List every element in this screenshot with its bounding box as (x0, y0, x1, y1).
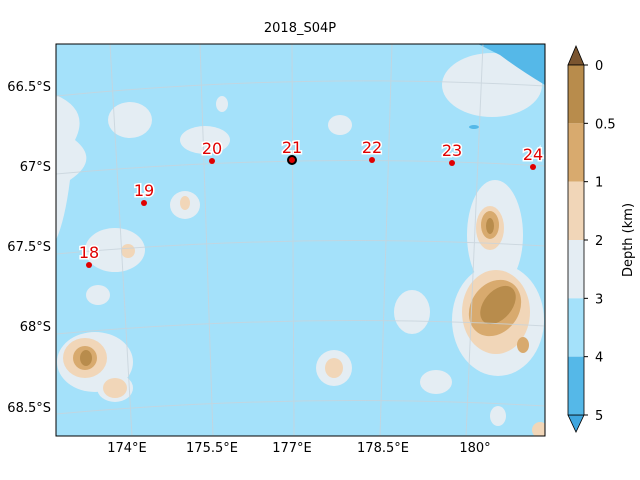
station-label: 19 (134, 181, 154, 200)
colorbar-bin (568, 240, 584, 299)
station-marker (369, 157, 375, 163)
colorbar-bin (568, 181, 584, 240)
lat-label: 67.5°S (7, 240, 51, 255)
lat-label: 67°S (20, 160, 51, 175)
map-frame (55, 43, 546, 437)
colorbar-tick-label: 2 (595, 234, 603, 249)
graticule (56, 44, 545, 436)
colorbar-tick-label: 4 (595, 351, 603, 366)
map-title: 2018_S04P (264, 21, 336, 36)
colorbar-tick-label: 5 (595, 409, 603, 424)
colorbar-bin (568, 123, 584, 182)
stations: 18 19 20 21 22 23 24 (77, 137, 545, 268)
colorbar: 0 0.5 1 2 3 4 5 (567, 44, 616, 433)
station-marker (141, 200, 147, 206)
lon-label: 175.5°E (186, 441, 238, 456)
colorbar-tick-label: 3 (595, 292, 603, 307)
lat-labels: 66.5°S 67°S 67.5°S 68°S 68.5°S (7, 80, 51, 416)
lon-labels: 174°E 175.5°E 177°E 178.5°E 180° (107, 441, 490, 456)
colorbar-tick-label: 0 (595, 59, 603, 74)
lon-label: 174°E (107, 441, 147, 456)
station-marker (530, 164, 536, 170)
colorbar-tick-label: 1 (595, 176, 603, 191)
lat-label: 68°S (20, 320, 51, 335)
station-marker (86, 262, 92, 268)
lon-label: 178.5°E (357, 441, 409, 456)
colorbar-extend (567, 414, 585, 433)
station-label: 22 (362, 138, 382, 157)
station-label: 18 (79, 243, 99, 262)
colorbar-extend (567, 44, 585, 66)
station-label: 21 (282, 138, 302, 157)
station-label: 20 (202, 139, 222, 158)
colorbar-tick-label: 0.5 (595, 117, 616, 132)
map-area (56, 44, 545, 436)
colorbar-bin (568, 65, 584, 124)
station-marker (287, 155, 297, 165)
colorbar-bin (568, 298, 584, 357)
lat-label: 68.5°S (7, 401, 51, 416)
station-label: 23 (442, 141, 462, 160)
colorbar-bin (568, 356, 584, 415)
station-marker (449, 160, 455, 166)
colorbar-label: Depth (km) (621, 203, 636, 277)
station-marker (209, 158, 215, 164)
station-label: 24 (523, 145, 543, 164)
lon-label: 180° (459, 441, 490, 456)
lon-label: 177°E (272, 441, 312, 456)
lat-label: 66.5°S (7, 80, 51, 95)
